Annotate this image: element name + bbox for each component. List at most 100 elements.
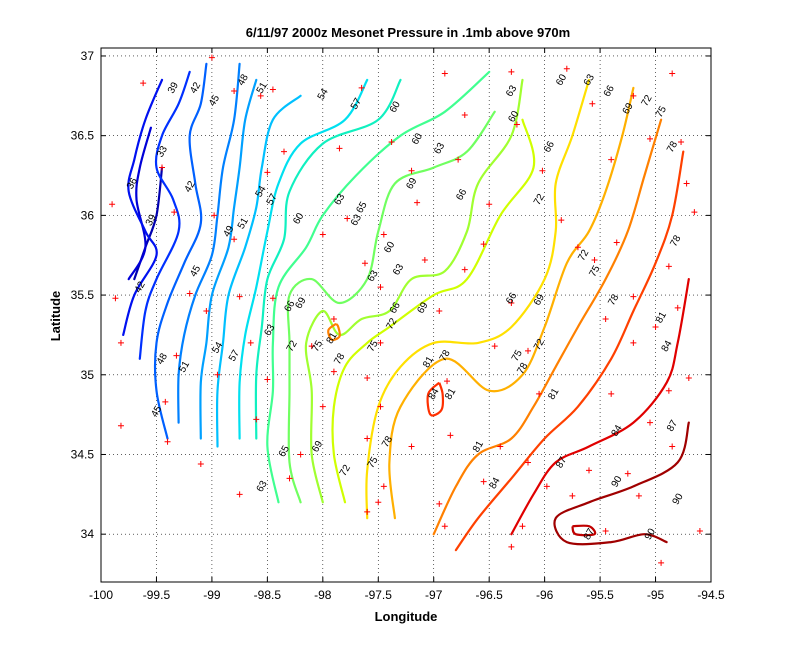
station-marker xyxy=(253,416,260,423)
y-axis-ticks: 34 34.5 35 35.5 36 36.5 37 xyxy=(71,49,711,541)
station-marker xyxy=(444,378,451,385)
station-marker xyxy=(408,443,415,450)
y-tick-label: 36.5 xyxy=(71,129,95,143)
station-marker xyxy=(236,491,243,498)
contour-line-42 xyxy=(138,70,191,360)
station-marker xyxy=(159,164,165,171)
contour-label: 60 xyxy=(388,99,403,115)
contour-label: 87 xyxy=(582,526,597,542)
station-marker xyxy=(508,300,515,307)
contour-label: 66 xyxy=(542,139,557,155)
station-marker xyxy=(117,339,124,346)
station-marker xyxy=(344,215,351,222)
station-marker xyxy=(635,492,642,499)
station-marker xyxy=(461,266,468,273)
contour-label: 72 xyxy=(285,338,300,354)
contour-label: 60 xyxy=(506,109,521,125)
contour-line-48 xyxy=(177,62,241,424)
x-tick-label: -96.5 xyxy=(476,588,504,602)
station-marker xyxy=(630,339,637,346)
station-marker xyxy=(669,70,676,77)
contour-line-75 xyxy=(365,78,591,520)
contour-label: 75 xyxy=(654,104,669,120)
station-marker xyxy=(591,257,598,264)
station-marker xyxy=(563,65,570,72)
station-marker xyxy=(508,543,515,550)
station-marker xyxy=(211,212,218,219)
station-marker xyxy=(162,398,169,405)
station-marker xyxy=(519,523,526,530)
closed-contour-84 xyxy=(426,381,445,417)
station-marker xyxy=(613,239,620,246)
station-marker xyxy=(665,263,672,270)
contour-label: 84 xyxy=(660,338,675,354)
x-tick-label: -98.5 xyxy=(254,588,282,602)
contour-label: 81 xyxy=(325,330,340,346)
station-marker xyxy=(203,308,210,315)
contour-line-54 xyxy=(215,94,302,448)
contour-label: 84 xyxy=(610,423,625,439)
station-marker xyxy=(330,368,337,375)
station-marker xyxy=(558,217,565,224)
contour-label: 65 xyxy=(277,444,292,460)
contour-label: 45 xyxy=(188,263,203,279)
station-marker xyxy=(330,315,337,322)
station-marker xyxy=(525,459,531,466)
station-marker xyxy=(361,260,368,267)
station-marker xyxy=(491,343,498,350)
contour-line-60 xyxy=(254,78,402,440)
station-marker xyxy=(408,167,415,174)
contour-label: 57 xyxy=(265,192,280,208)
contour-line-78 xyxy=(388,86,635,520)
station-marker xyxy=(377,284,384,291)
contour-label: 39 xyxy=(166,80,181,96)
station-marker xyxy=(536,390,543,397)
x-tick-label: -100 xyxy=(89,588,113,602)
station-marker xyxy=(319,403,326,410)
contour-label: 75 xyxy=(310,338,325,354)
contour-label: 60 xyxy=(382,240,397,256)
contour-label: 42 xyxy=(183,179,198,195)
station-marker xyxy=(436,500,443,507)
station-marker xyxy=(264,376,271,383)
station-marker xyxy=(441,523,448,530)
contour-label: 66 xyxy=(454,187,469,203)
station-marker xyxy=(109,201,116,208)
station-marker xyxy=(264,169,271,176)
contour-label: 69 xyxy=(532,292,547,308)
station-marker xyxy=(297,451,304,458)
x-axis-ticks: -100 -99.5 -99 -98.5 -98 -97.5 -97 -96.5 -96 -95.… xyxy=(89,48,725,602)
contour-label: 72 xyxy=(338,463,353,479)
closed-contour-81 xyxy=(327,322,341,342)
contour-label: 87 xyxy=(554,455,569,471)
contour-label: 57 xyxy=(227,348,242,364)
station-marker xyxy=(112,295,119,302)
station-marker xyxy=(364,435,371,442)
station-marker xyxy=(140,80,147,87)
contour-label: 57 xyxy=(349,96,364,112)
x-tick-label: -94.5 xyxy=(697,588,725,602)
station-marker xyxy=(455,156,462,163)
closed-contour-87 xyxy=(571,524,597,537)
station-marker xyxy=(608,156,615,163)
station-marker xyxy=(574,244,581,251)
contour-label: 81 xyxy=(471,439,486,455)
contour-label: 84 xyxy=(488,475,503,491)
contour-label: 78 xyxy=(332,351,347,367)
contour-label: 60 xyxy=(554,72,569,88)
y-tick-label: 35 xyxy=(81,368,95,382)
station-marker xyxy=(231,88,238,95)
station-marker xyxy=(486,201,493,208)
station-marker xyxy=(602,315,609,322)
station-marker xyxy=(683,180,690,187)
contour-label: 63 xyxy=(582,72,597,88)
contour-label: 63 xyxy=(349,212,364,228)
station-marker xyxy=(414,199,421,206)
contour-label: 72 xyxy=(532,192,547,208)
contour-label: 63 xyxy=(432,141,447,157)
contour-label: 69 xyxy=(294,295,309,311)
station-marker xyxy=(197,461,204,468)
contour-line-57 xyxy=(238,78,369,440)
contour-label: 36 xyxy=(125,176,140,192)
station-marker xyxy=(586,467,592,474)
